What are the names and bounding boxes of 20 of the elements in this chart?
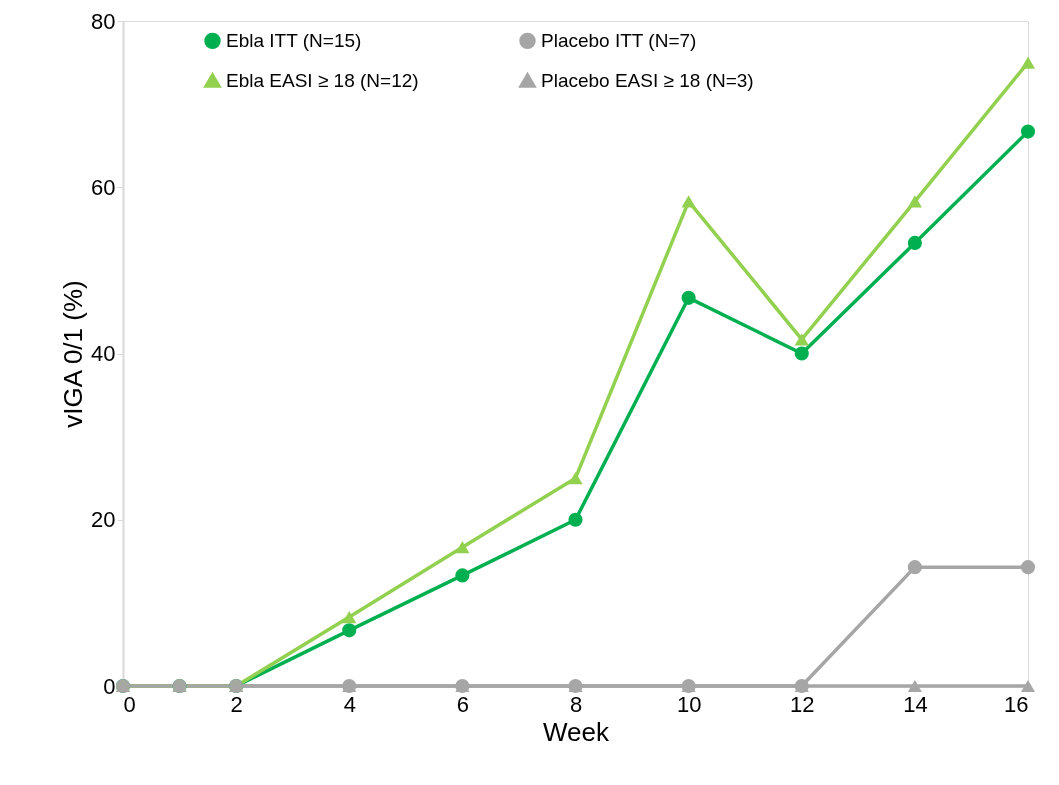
y-tick-label: 20 (91, 507, 116, 533)
x-axis-title: Week (543, 716, 610, 747)
x-tick-label: 12 (790, 691, 815, 717)
legend-label: Ebla ITT (N=15) (226, 29, 362, 51)
y-tick-label: 60 (91, 174, 116, 200)
x-tick-label: 14 (903, 691, 928, 717)
y-tick-label: 0 (103, 673, 116, 699)
y-tick-label: 80 (91, 8, 116, 34)
y-tick-label: 40 (91, 341, 116, 366)
x-tick-label: 4 (343, 691, 356, 717)
x-tick-label: 10 (676, 691, 702, 717)
x-tick-label: 6 (456, 691, 469, 717)
x-tick-label: 16 (1004, 691, 1029, 717)
y-axis-title: vIGA 0/1 (%) (58, 280, 89, 428)
x-tick-label: 0 (123, 691, 136, 717)
x-tick-label: 2 (230, 691, 243, 717)
legend-label: Ebla EASI ≥ 18 (N=12) (226, 69, 419, 91)
x-tick-label: 8 (569, 691, 583, 717)
legend-label: Placebo EASI ≥ 18 (N=3) (541, 69, 754, 91)
legend-label: Placebo ITT (N=7) (541, 29, 697, 51)
